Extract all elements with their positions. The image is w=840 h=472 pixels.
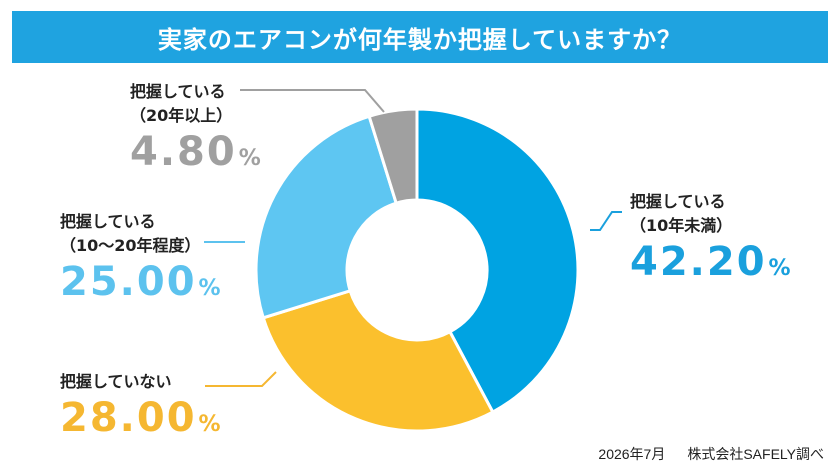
slice-under-10-years — [415, 107, 580, 415]
percent-value: 25.00 — [60, 259, 197, 305]
slice-over-20-years — [367, 107, 419, 206]
percent-value: 28.00 — [60, 395, 197, 441]
label-over-20-years-line2: （20年以上） — [130, 106, 233, 125]
label-over-20-years-percent: 4.80% — [130, 128, 263, 183]
label-10-to-20-years-percent: 25.00% — [60, 258, 223, 313]
leader-under-10-years — [590, 211, 622, 231]
label-not-aware-percent: 28.00% — [60, 394, 223, 449]
label-under-10-years: 把握している （10年未満） 42.20% — [630, 190, 793, 293]
label-under-10-years-line2: （10年未満） — [630, 216, 733, 235]
label-over-20-years: 把握している （20年以上） 4.80% — [130, 80, 263, 183]
label-10-to-20-years-line2: （10～20年程度） — [60, 236, 201, 255]
percent-value: 42.20 — [630, 239, 767, 285]
chart-title: 実家のエアコンが何年製か把握していますか？ — [12, 11, 828, 63]
percent-value: 4.80 — [130, 129, 237, 175]
label-10-to-20-years-line1: 把握している — [60, 212, 156, 231]
footer-date: 2026年7月 — [598, 446, 666, 462]
label-10-to-20-years: 把握している （10～20年程度） 25.00% — [60, 210, 223, 313]
source-footer: 2026年7月 株式会社SAFELY調べ — [598, 444, 824, 464]
percent-unit: % — [198, 412, 223, 437]
percent-unit: % — [198, 276, 223, 301]
slice-10-to-20-years — [254, 114, 399, 320]
label-under-10-years-percent: 42.20% — [630, 238, 793, 293]
slice-not-aware — [261, 288, 495, 433]
leader-over-20-years — [240, 89, 385, 113]
percent-unit: % — [768, 256, 793, 281]
leader-not-aware — [205, 371, 277, 387]
percent-unit: % — [238, 146, 263, 171]
label-under-10-years-line1: 把握している — [630, 192, 726, 211]
footer-source: 株式会社SAFELY調べ — [687, 446, 824, 462]
label-not-aware-line1: 把握していない — [60, 372, 172, 391]
label-over-20-years-line1: 把握している — [130, 82, 226, 101]
label-not-aware: 把握していない 28.00% — [60, 370, 223, 449]
